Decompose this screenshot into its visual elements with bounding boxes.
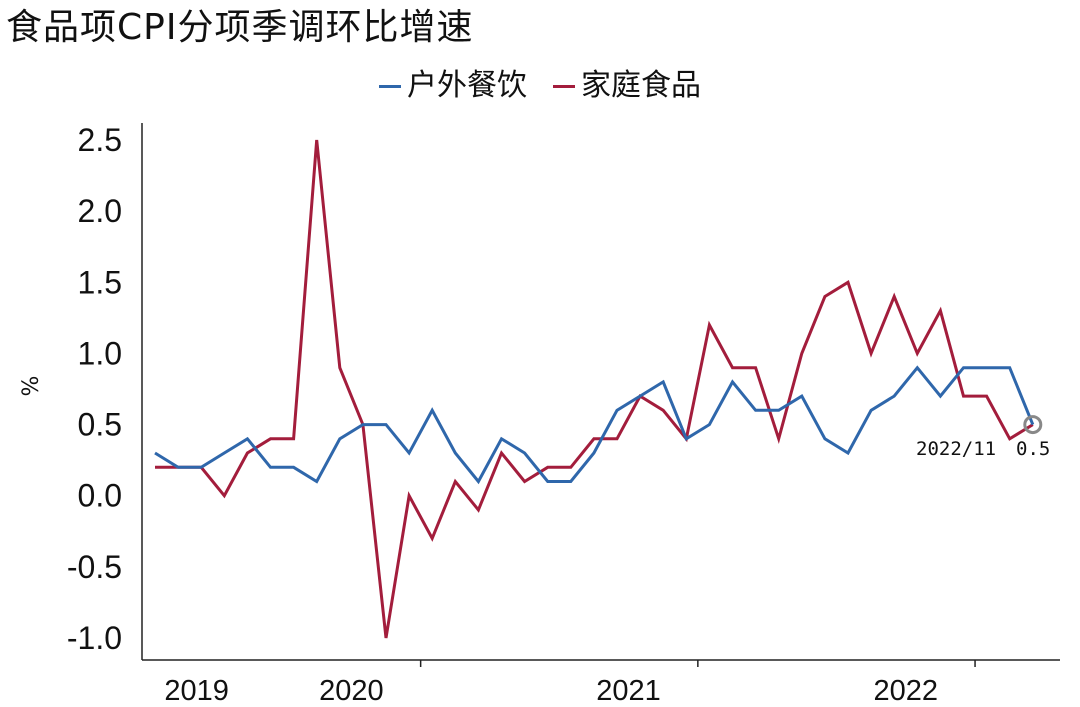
chart-title: 食品项CPI分项季调环比增速: [6, 7, 474, 48]
legend-label-series-1: 家庭食品: [581, 68, 701, 103]
y-tick-label: 2.5: [78, 122, 122, 158]
y-tick-label: 0.5: [78, 407, 122, 443]
y-tick-label: 1.0: [78, 335, 122, 371]
legend-item-series-0: 户外餐饮: [379, 66, 527, 106]
legend: 户外餐饮 家庭食品: [0, 66, 1080, 106]
x-tick-label: 2019: [164, 675, 229, 707]
legend-item-series-1: 家庭食品: [553, 66, 701, 106]
y-tick-label: 1.5: [78, 264, 122, 300]
x-tick-label: 2021: [596, 675, 661, 707]
legend-swatch-series-1: [553, 84, 575, 88]
annotation: 2022/11 0.5: [916, 415, 1050, 460]
x-tick-label: 2022: [873, 675, 938, 707]
y-tick-label: 2.0: [78, 193, 122, 229]
y-axis-label: %: [19, 376, 44, 397]
legend-swatch-series-0: [379, 84, 401, 88]
series-line-0: [154, 365, 1035, 485]
series-lines: [154, 139, 1035, 639]
legend-label-series-0: 户外餐饮: [407, 68, 527, 103]
annotation-date-label: 2022/11: [916, 438, 996, 460]
axes: 2.5 2.0 1.5 1.0 0.5 0.0 -0.5 -1.0% 2019 2020 2021 2…: [19, 122, 1060, 707]
x-tick-label: 2020: [319, 675, 384, 707]
annotation-marker: [1023, 415, 1043, 435]
annotation-value-label: 0.5: [1016, 438, 1050, 460]
y-tick-label: -0.5: [67, 549, 122, 585]
y-tick-label: -1.0: [67, 620, 122, 656]
series-line-1: [155, 139, 1034, 639]
y-tick-label: 0.0: [78, 478, 122, 514]
